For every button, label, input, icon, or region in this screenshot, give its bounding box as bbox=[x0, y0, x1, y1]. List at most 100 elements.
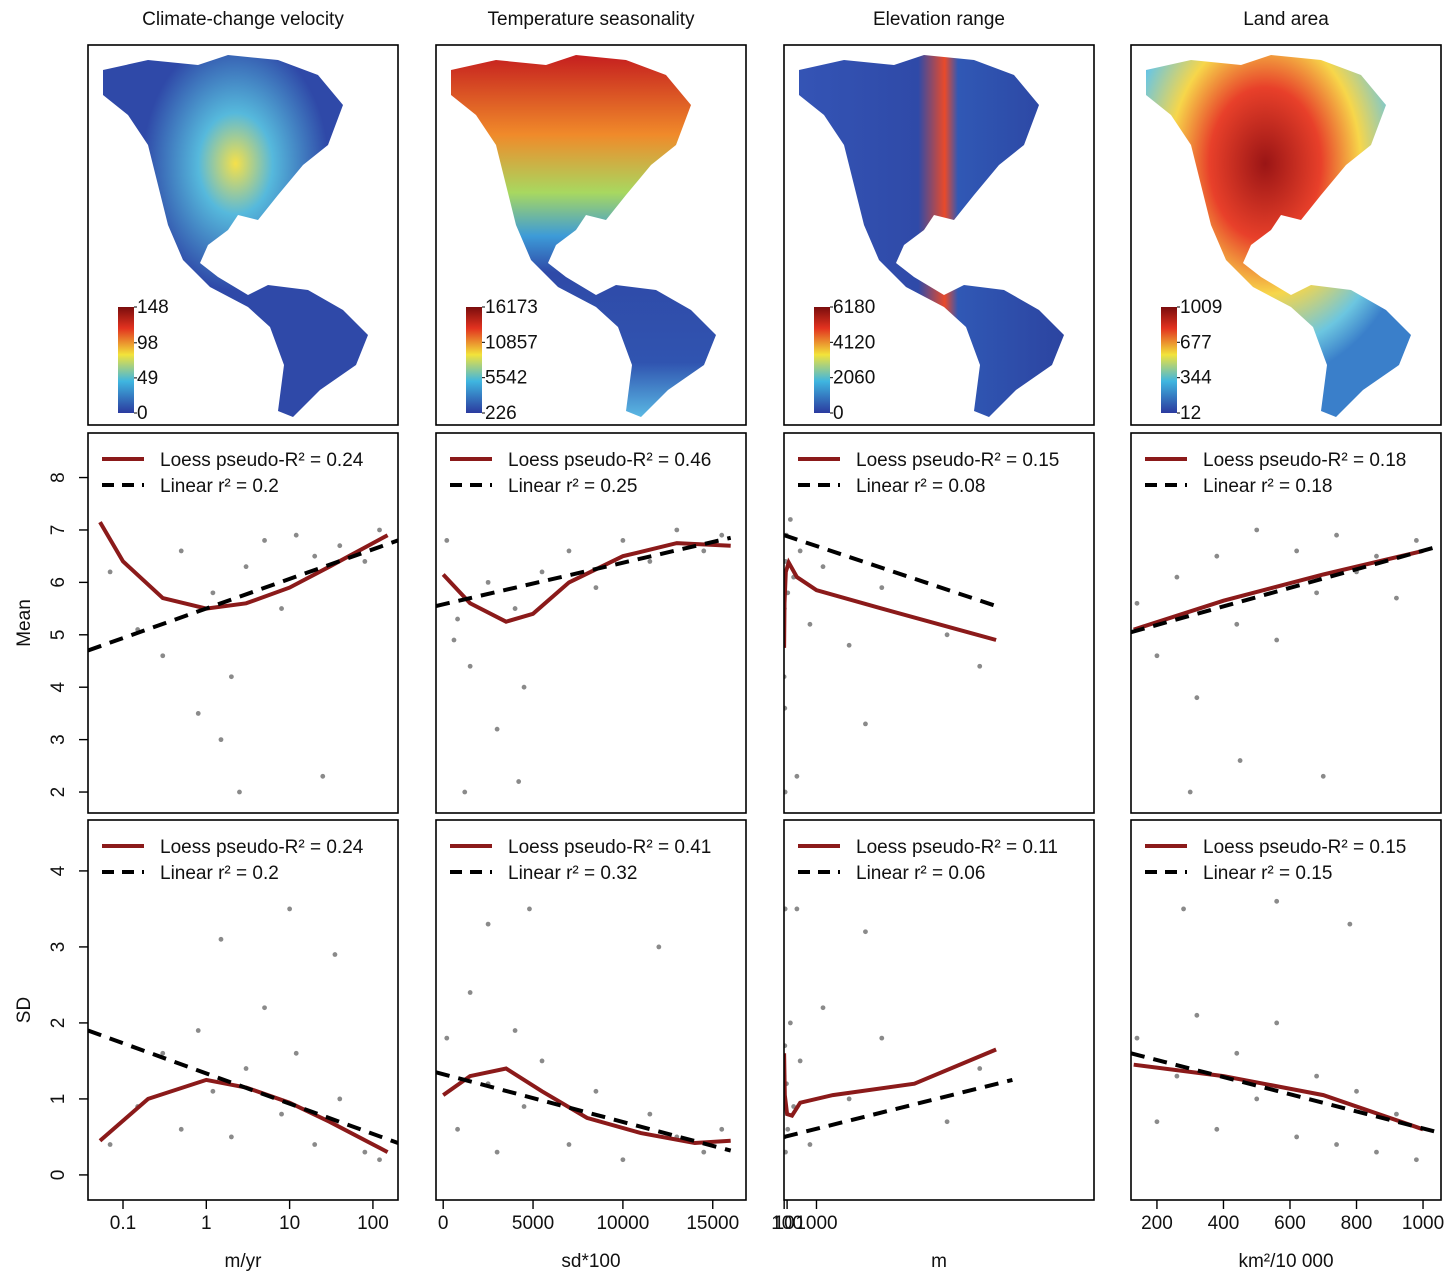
x-tick-label: 10 bbox=[774, 1213, 795, 1234]
point bbox=[1254, 527, 1260, 533]
point bbox=[1194, 1012, 1200, 1018]
panel-frame bbox=[435, 432, 747, 814]
point bbox=[1274, 1020, 1280, 1026]
point bbox=[1320, 773, 1326, 779]
point bbox=[467, 990, 473, 995]
x-tick-label: 10000 bbox=[596, 1213, 649, 1234]
point bbox=[820, 564, 826, 570]
point bbox=[195, 1028, 201, 1033]
point bbox=[784, 705, 788, 711]
point bbox=[647, 559, 653, 564]
colorbar-label: 344 bbox=[1180, 368, 1212, 389]
point bbox=[879, 585, 885, 591]
fit-line bbox=[98, 1077, 389, 1154]
point bbox=[566, 548, 572, 554]
legend-label: Loess pseudo-R² = 0.15 bbox=[1203, 837, 1406, 858]
point bbox=[787, 517, 793, 522]
x-tick-label: 200 bbox=[1141, 1213, 1173, 1234]
point bbox=[1174, 1073, 1180, 1079]
x-tick-label: 15000 bbox=[686, 1213, 739, 1234]
point bbox=[1234, 1050, 1240, 1056]
legend-label: Loess pseudo-R² = 0.18 bbox=[1203, 450, 1406, 471]
point bbox=[787, 1020, 793, 1026]
point bbox=[1394, 595, 1399, 601]
point bbox=[620, 1157, 626, 1163]
point bbox=[794, 773, 800, 779]
y-tick-label: 2 bbox=[48, 1018, 69, 1029]
colorbar-label: 226 bbox=[485, 403, 517, 424]
point bbox=[820, 1005, 826, 1011]
colorbar-label: 6180 bbox=[833, 297, 875, 318]
fit-line bbox=[441, 541, 731, 624]
y-tick-label: 8 bbox=[48, 472, 69, 483]
colorbar-label: 0 bbox=[833, 403, 844, 424]
fit-line bbox=[98, 521, 389, 611]
point bbox=[1214, 1126, 1220, 1132]
point bbox=[312, 553, 318, 559]
legend-label: Linear r² = 0.08 bbox=[856, 476, 985, 497]
panel-frame bbox=[87, 819, 399, 1201]
point bbox=[1394, 1111, 1399, 1117]
point bbox=[846, 642, 852, 648]
fit-line bbox=[1133, 1062, 1424, 1132]
point bbox=[1174, 574, 1180, 580]
point bbox=[1314, 1073, 1320, 1079]
point bbox=[107, 569, 113, 575]
plot-area bbox=[88, 906, 398, 1163]
colorbar-label: 12 bbox=[1180, 403, 1201, 424]
x-axis-label: km²/10 000 bbox=[1238, 1251, 1333, 1272]
point bbox=[701, 1149, 707, 1155]
point bbox=[160, 653, 166, 659]
map bbox=[451, 55, 716, 417]
x-axis-label: m bbox=[931, 1251, 947, 1272]
point bbox=[674, 527, 680, 533]
point bbox=[647, 1111, 653, 1117]
point bbox=[784, 906, 788, 912]
point bbox=[797, 1058, 803, 1064]
colorbar-label: 2060 bbox=[833, 368, 875, 389]
colorbar-label: 0 bbox=[137, 403, 148, 424]
point bbox=[218, 737, 224, 743]
colorbar bbox=[466, 307, 482, 413]
point bbox=[719, 1126, 725, 1132]
colorbar bbox=[814, 307, 830, 413]
y-tick-label: 3 bbox=[48, 734, 69, 745]
point bbox=[1194, 695, 1200, 701]
point bbox=[879, 1035, 885, 1041]
point bbox=[944, 632, 950, 638]
legend-label: Linear r² = 0.2 bbox=[160, 863, 279, 884]
panel-frame bbox=[435, 819, 747, 1201]
x-axis-label: sd*100 bbox=[561, 1251, 620, 1272]
panel-frame bbox=[87, 432, 399, 814]
fit-line bbox=[1131, 543, 1441, 635]
point bbox=[377, 527, 382, 533]
fit-line bbox=[784, 533, 997, 608]
point bbox=[656, 944, 662, 950]
x-tick-label: 400 bbox=[1208, 1213, 1240, 1234]
x-tick-label: 600 bbox=[1274, 1213, 1306, 1234]
fit-line bbox=[1133, 548, 1424, 632]
fit-line bbox=[436, 535, 732, 608]
legend-label: Loess pseudo-R² = 0.24 bbox=[160, 450, 364, 471]
fit-line bbox=[88, 1028, 398, 1145]
panel-title: Temperature seasonality bbox=[488, 9, 695, 30]
fit-line bbox=[1131, 1051, 1441, 1136]
point bbox=[512, 1028, 518, 1033]
point bbox=[455, 1126, 460, 1132]
y-axis-label: SD bbox=[14, 997, 35, 1023]
point bbox=[1181, 906, 1186, 912]
point bbox=[332, 952, 338, 957]
y-tick-label: 2 bbox=[48, 787, 69, 798]
y-tick-label: 1 bbox=[48, 1094, 69, 1105]
y-tick-label: 3 bbox=[48, 942, 69, 953]
point bbox=[512, 606, 518, 611]
fit-line bbox=[88, 538, 398, 653]
point bbox=[944, 1119, 950, 1125]
point bbox=[1413, 1157, 1419, 1163]
panel-frame bbox=[1130, 819, 1442, 1201]
point bbox=[863, 929, 868, 935]
point bbox=[467, 663, 473, 669]
legend-label: Linear r² = 0.06 bbox=[856, 863, 985, 884]
point bbox=[539, 569, 545, 575]
plot-area bbox=[436, 527, 732, 795]
